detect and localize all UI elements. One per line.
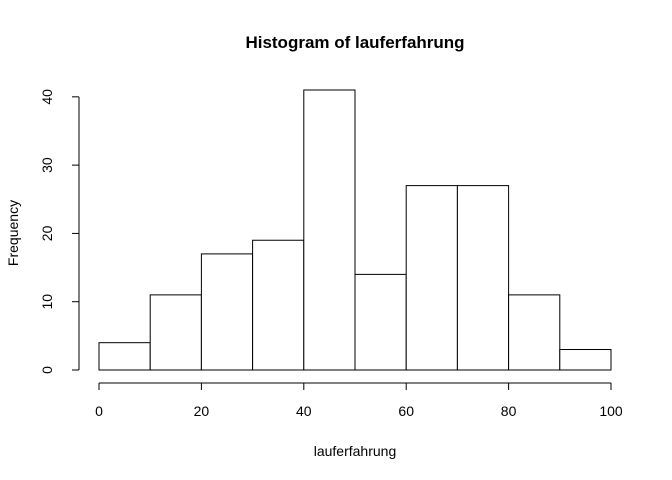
y-tick-label: 20 — [39, 225, 55, 241]
y-axis: 0 10 20 30 40 — [39, 89, 80, 374]
x-tick-label: 40 — [296, 403, 312, 419]
histogram-bar-1 — [98, 342, 151, 371]
histogram-bar-3 — [200, 253, 254, 371]
x-tick-label: 100 — [599, 403, 623, 419]
x-axis-label: lauferfahrung — [314, 443, 397, 459]
x-axis: 0 20 40 60 80 100 — [95, 382, 623, 419]
y-tick-label: 40 — [39, 89, 55, 105]
x-tick-label: 80 — [501, 403, 517, 419]
chart-title: Histogram of lauferfahrung — [245, 33, 464, 52]
histogram-bar-8 — [456, 185, 510, 371]
histogram-bar-7 — [405, 185, 458, 371]
histogram-bar-5 — [303, 89, 356, 371]
histogram-bar-2 — [149, 294, 202, 371]
histogram-bar-9 — [508, 294, 561, 371]
histogram-bar-10 — [559, 349, 612, 371]
y-tick-label: 30 — [39, 157, 55, 173]
y-tick-label: 0 — [39, 366, 55, 374]
x-tick-label: 0 — [95, 403, 103, 419]
x-tick-label: 60 — [398, 403, 414, 419]
histogram-bar-4 — [252, 239, 305, 371]
y-axis-label: Frequency — [5, 200, 21, 266]
y-tick-label: 10 — [39, 294, 55, 310]
histogram-bar-6 — [354, 273, 407, 371]
x-tick-label: 20 — [194, 403, 210, 419]
bars-group — [98, 89, 612, 371]
